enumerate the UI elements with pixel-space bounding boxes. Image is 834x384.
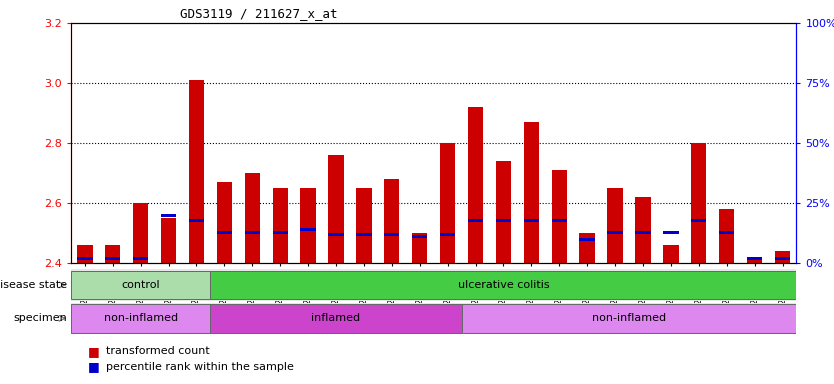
Bar: [495, 161, 511, 263]
Bar: [78, 257, 93, 260]
Bar: [691, 218, 706, 222]
Bar: [356, 188, 372, 263]
Bar: [300, 188, 316, 263]
Bar: [217, 182, 232, 263]
Bar: [580, 233, 595, 263]
Bar: [551, 218, 567, 222]
Bar: [663, 245, 679, 263]
Bar: [636, 231, 651, 234]
Bar: [105, 257, 120, 260]
Bar: [133, 203, 148, 263]
Bar: [524, 218, 539, 222]
Bar: [273, 231, 288, 234]
Bar: [384, 179, 399, 263]
Bar: [217, 231, 232, 234]
Bar: [719, 209, 735, 263]
Text: transformed count: transformed count: [106, 346, 209, 356]
Bar: [188, 80, 204, 263]
Bar: [71, 304, 210, 333]
Text: GDS3119 / 211627_x_at: GDS3119 / 211627_x_at: [179, 7, 337, 20]
Bar: [244, 173, 260, 263]
Text: non-inflamed: non-inflamed: [592, 313, 666, 323]
Bar: [412, 235, 427, 238]
Bar: [524, 122, 539, 263]
Bar: [210, 304, 461, 333]
Bar: [105, 245, 120, 263]
Bar: [775, 257, 790, 260]
Bar: [607, 188, 623, 263]
Bar: [161, 218, 176, 263]
Bar: [210, 271, 796, 299]
Bar: [747, 257, 762, 263]
Bar: [775, 252, 790, 263]
Bar: [719, 231, 735, 234]
Bar: [468, 218, 483, 222]
Text: disease state: disease state: [0, 280, 67, 290]
Text: ■: ■: [88, 345, 99, 358]
Text: ulcerative colitis: ulcerative colitis: [458, 280, 550, 290]
Bar: [636, 197, 651, 263]
Text: inflamed: inflamed: [311, 313, 360, 323]
Bar: [580, 238, 595, 241]
Bar: [244, 231, 260, 234]
Text: control: control: [121, 280, 160, 290]
Text: ■: ■: [88, 360, 99, 373]
Bar: [188, 218, 204, 222]
Bar: [356, 233, 372, 236]
Bar: [691, 143, 706, 263]
Bar: [607, 231, 623, 234]
Bar: [495, 218, 511, 222]
Bar: [71, 271, 210, 299]
Text: non-inflamed: non-inflamed: [103, 313, 178, 323]
Bar: [78, 245, 93, 263]
Bar: [440, 233, 455, 236]
Bar: [300, 228, 316, 231]
Bar: [384, 233, 399, 236]
Text: percentile rank within the sample: percentile rank within the sample: [106, 362, 294, 372]
Bar: [329, 155, 344, 263]
Bar: [133, 257, 148, 260]
Bar: [551, 170, 567, 263]
Bar: [412, 233, 427, 263]
Text: specimen: specimen: [13, 313, 67, 323]
Bar: [663, 231, 679, 234]
Bar: [273, 188, 288, 263]
Bar: [461, 304, 796, 333]
Bar: [747, 257, 762, 260]
Bar: [161, 214, 176, 217]
Bar: [440, 143, 455, 263]
Bar: [468, 107, 483, 263]
Bar: [329, 233, 344, 236]
